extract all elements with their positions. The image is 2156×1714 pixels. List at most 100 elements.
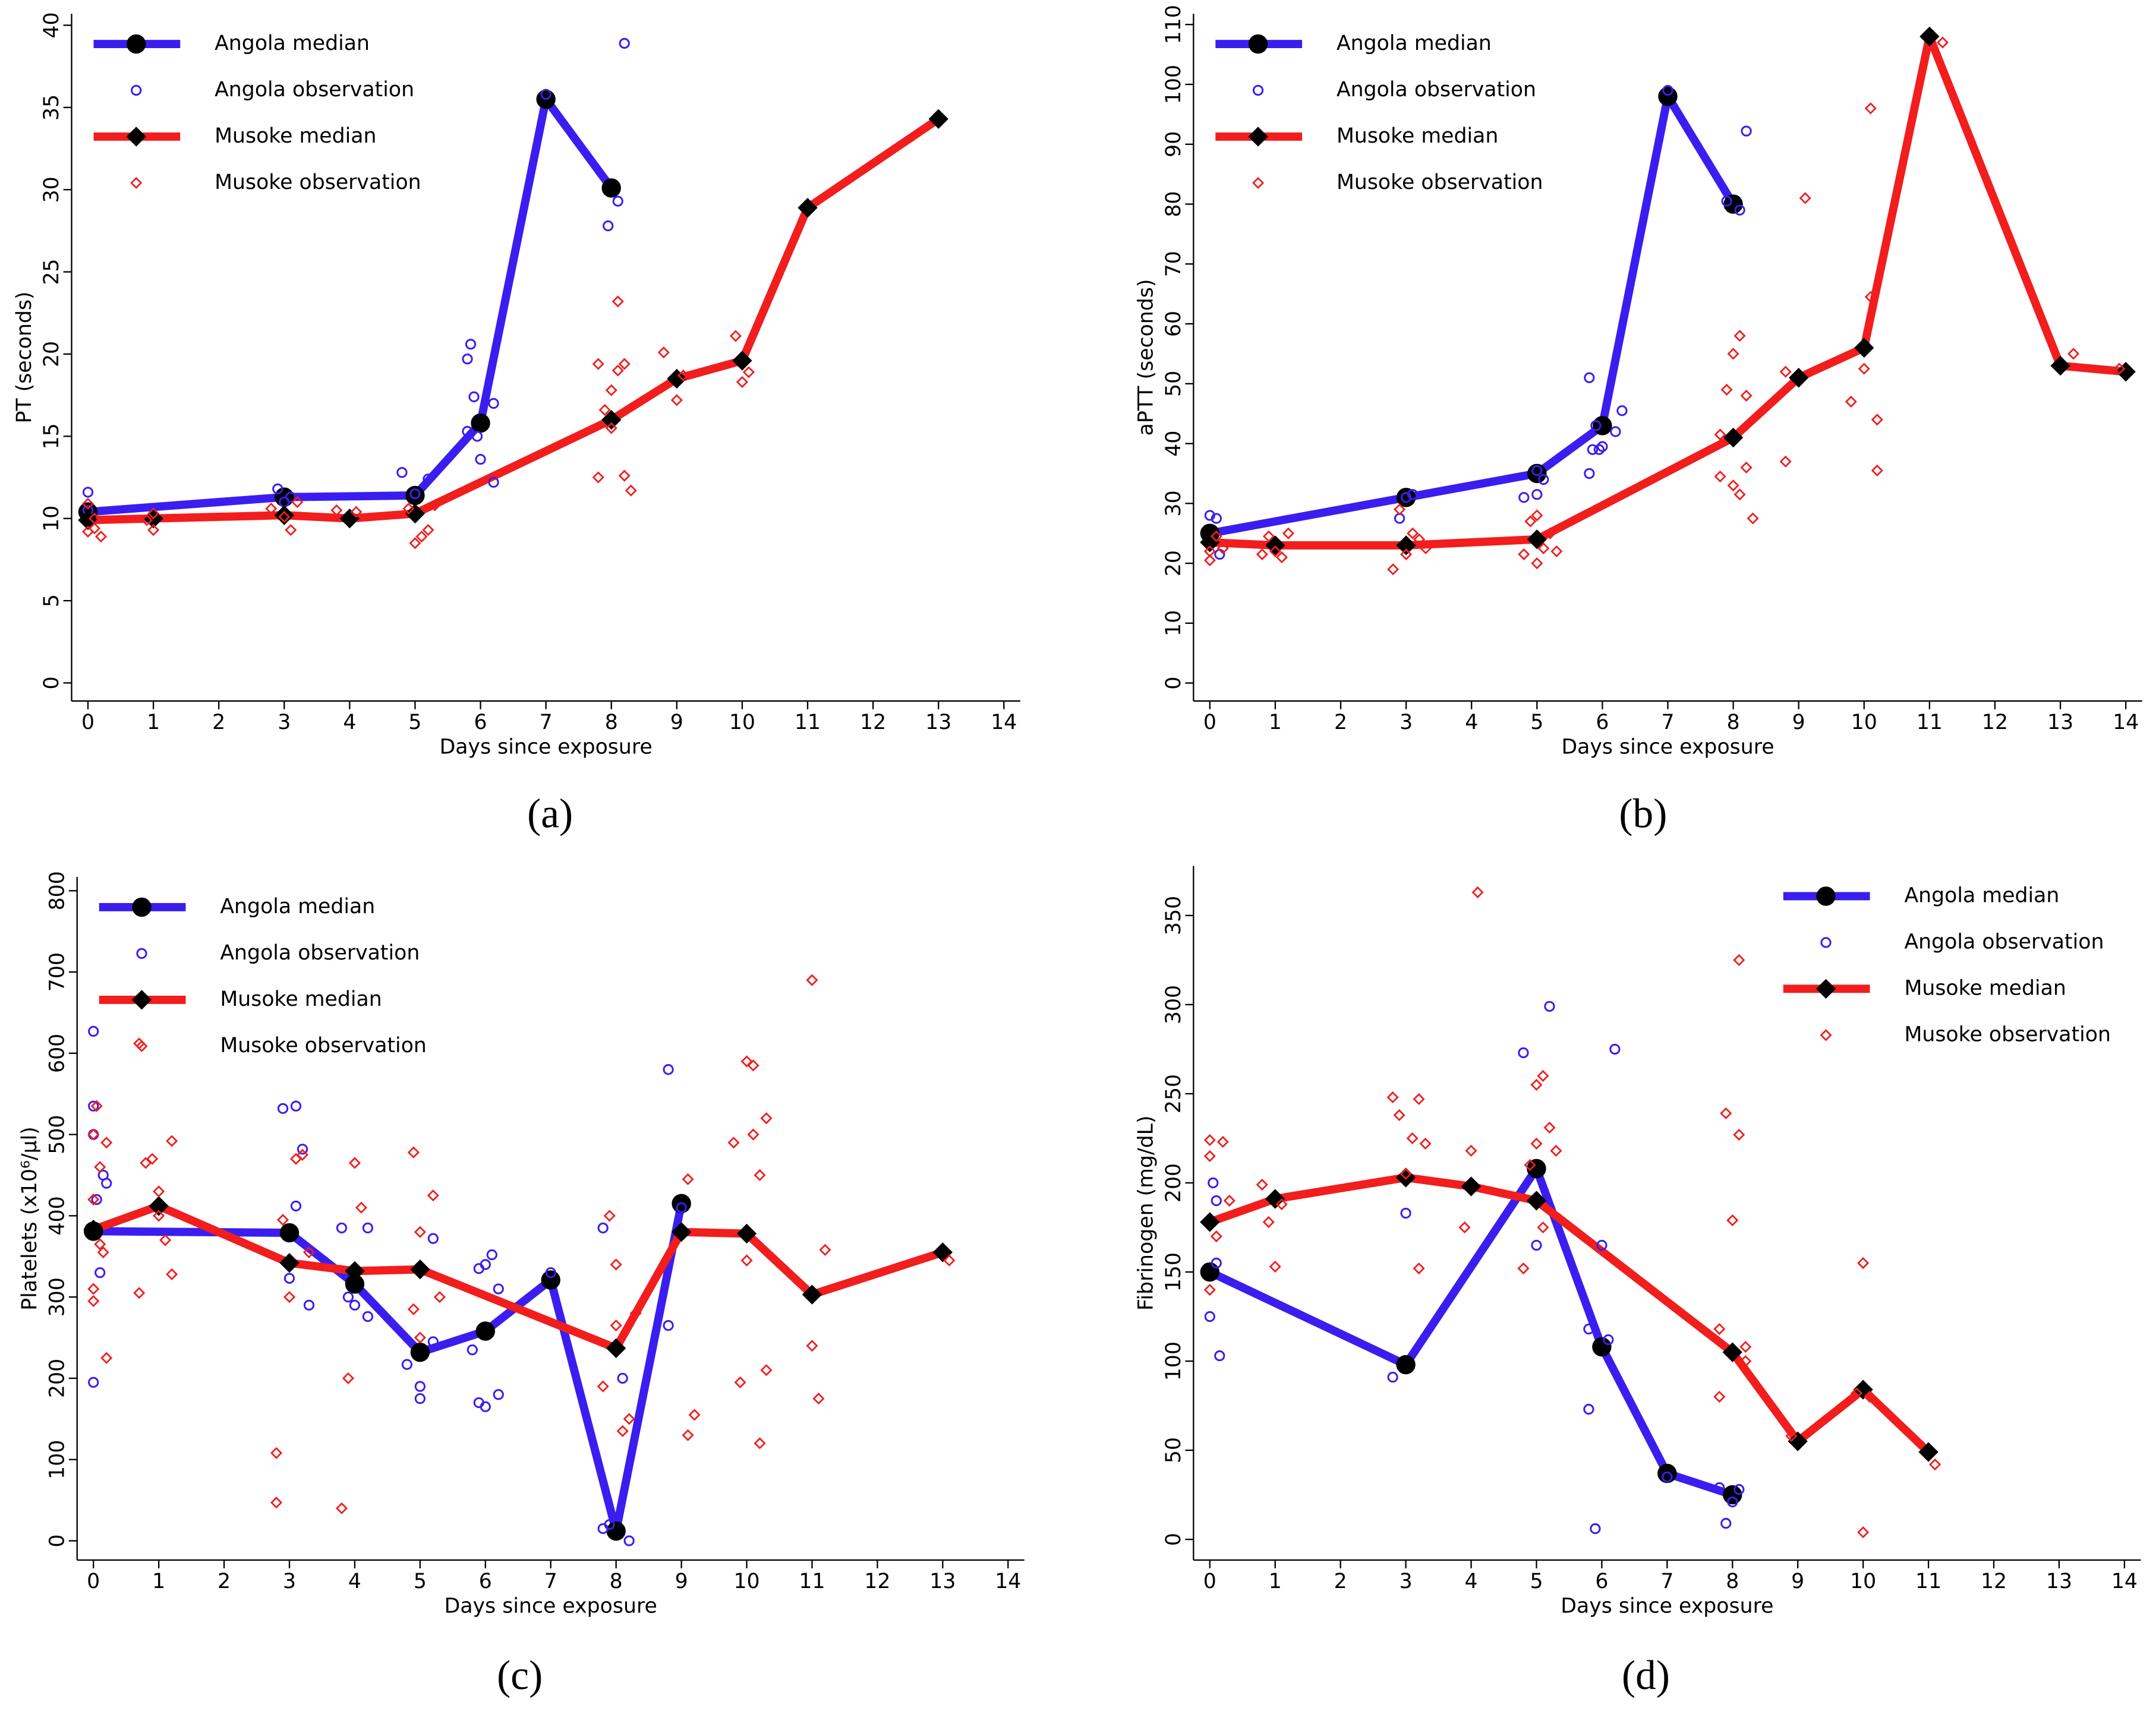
observation-marker xyxy=(1216,542,1229,555)
observation-marker xyxy=(1603,1334,1614,1346)
observation-marker xyxy=(90,1100,103,1112)
observation-marker xyxy=(1714,470,1726,483)
observation-marker xyxy=(330,504,343,516)
observation-marker xyxy=(290,1100,302,1112)
observation-marker xyxy=(81,497,94,510)
observation-marker xyxy=(1720,1517,1732,1529)
legend-label: Angola observation xyxy=(1337,78,1536,102)
observation-marker xyxy=(1733,1483,1745,1495)
observation-marker xyxy=(623,1535,635,1546)
y-tick-label: 300 xyxy=(45,1277,69,1317)
observation-marker xyxy=(272,483,283,495)
observation-marker xyxy=(100,1137,113,1149)
observation-marker xyxy=(1387,1371,1398,1383)
observation-marker xyxy=(135,1040,148,1052)
y-tick-label: 150 xyxy=(1162,1252,1186,1292)
x-tick-label: 8 xyxy=(605,711,618,734)
observation-marker xyxy=(283,1291,296,1303)
observation-marker xyxy=(1413,1093,1425,1106)
observation-marker xyxy=(335,1502,348,1514)
median-marker xyxy=(1918,1442,1938,1462)
observation-marker xyxy=(943,1254,956,1267)
observation-marker xyxy=(100,1352,113,1364)
x-tick-label: 4 xyxy=(348,1570,361,1593)
median-marker xyxy=(1593,416,1612,435)
observation-marker xyxy=(409,537,421,550)
observation-marker xyxy=(1400,1207,1411,1219)
median-marker xyxy=(1265,1189,1285,1209)
observation-marker xyxy=(1420,542,1432,555)
observation-marker xyxy=(1713,1322,1726,1336)
observation-marker xyxy=(1583,1403,1594,1415)
observation-marker xyxy=(265,503,278,515)
observation-marker xyxy=(1820,1029,1832,1041)
observation-marker xyxy=(147,524,160,536)
median-marker xyxy=(1200,532,1220,553)
observation-marker xyxy=(1216,1135,1229,1148)
observation-marker xyxy=(1399,1167,1412,1180)
observation-marker xyxy=(1537,542,1550,555)
y-tick-label: 200 xyxy=(45,1359,69,1398)
y-tick-label: 15 xyxy=(40,423,64,449)
observation-marker xyxy=(1544,527,1556,539)
x-tick-label: 8 xyxy=(1726,1570,1739,1593)
x-tick-label: 5 xyxy=(1530,711,1543,734)
median-marker xyxy=(1200,1262,1220,1282)
observation-marker xyxy=(1518,492,1530,503)
x-tick-label: 8 xyxy=(610,1570,623,1593)
observation-marker xyxy=(87,1128,100,1141)
y-tick-label: 40 xyxy=(40,12,64,38)
observation-marker xyxy=(619,37,630,49)
observation-marker xyxy=(747,1059,759,1072)
y-tick-label: 50 xyxy=(1162,371,1186,397)
x-tick-label: 2 xyxy=(218,1570,231,1593)
x-tick-label: 7 xyxy=(1660,1570,1673,1593)
x-tick-label: 9 xyxy=(670,711,683,734)
x-tick-label: 12 xyxy=(864,1570,890,1593)
y-tick-label: 200 xyxy=(1162,1163,1186,1202)
observation-marker xyxy=(1537,1221,1549,1234)
observation-marker xyxy=(285,524,297,536)
median-marker xyxy=(279,1223,300,1243)
x-tick-label: 0 xyxy=(87,1570,100,1593)
median-marker xyxy=(671,1222,692,1242)
x-tick-label: 9 xyxy=(1791,1570,1804,1593)
x-tick-label: 6 xyxy=(474,711,487,734)
observation-marker xyxy=(1936,36,1949,49)
observation-marker xyxy=(88,1025,99,1037)
x-tick-label: 5 xyxy=(408,711,421,734)
observation-marker xyxy=(475,453,486,465)
observation-marker xyxy=(414,1226,426,1238)
observation-marker xyxy=(1610,426,1621,437)
observation-marker xyxy=(94,1238,106,1251)
observation-marker xyxy=(1726,1214,1739,1227)
observation-marker xyxy=(303,1299,315,1311)
observation-marker xyxy=(1864,102,1877,115)
y-axis-title: Platelets (x10⁶/μl) xyxy=(18,1126,42,1310)
observation-marker xyxy=(94,1267,106,1279)
observation-marker xyxy=(159,1234,172,1246)
observation-marker xyxy=(1394,503,1406,516)
y-tick-label: 350 xyxy=(1162,896,1186,935)
observation-marker xyxy=(396,467,408,478)
observation-marker xyxy=(355,1201,368,1214)
observation-marker xyxy=(414,1381,426,1392)
observation-marker xyxy=(1662,1471,1673,1483)
legend-label: Musoke observation xyxy=(220,1034,427,1058)
median-marker xyxy=(1788,1431,1808,1451)
median-marker xyxy=(405,503,425,524)
observation-marker xyxy=(663,1320,674,1331)
observation-marker xyxy=(812,1393,825,1405)
y-tick-label: 10 xyxy=(1162,610,1186,636)
observation-marker xyxy=(1739,1340,1752,1353)
x-tick-label: 2 xyxy=(212,711,225,734)
legend-label: Musoke median xyxy=(220,987,382,1011)
observation-marker xyxy=(91,1194,102,1205)
median-marker xyxy=(541,1270,560,1290)
median-marker xyxy=(1592,1337,1612,1357)
observation-marker xyxy=(1407,527,1419,539)
observation-marker xyxy=(349,1299,361,1311)
observation-marker xyxy=(409,488,421,500)
median-line xyxy=(1209,32,2126,550)
observation-marker xyxy=(1858,362,1870,375)
